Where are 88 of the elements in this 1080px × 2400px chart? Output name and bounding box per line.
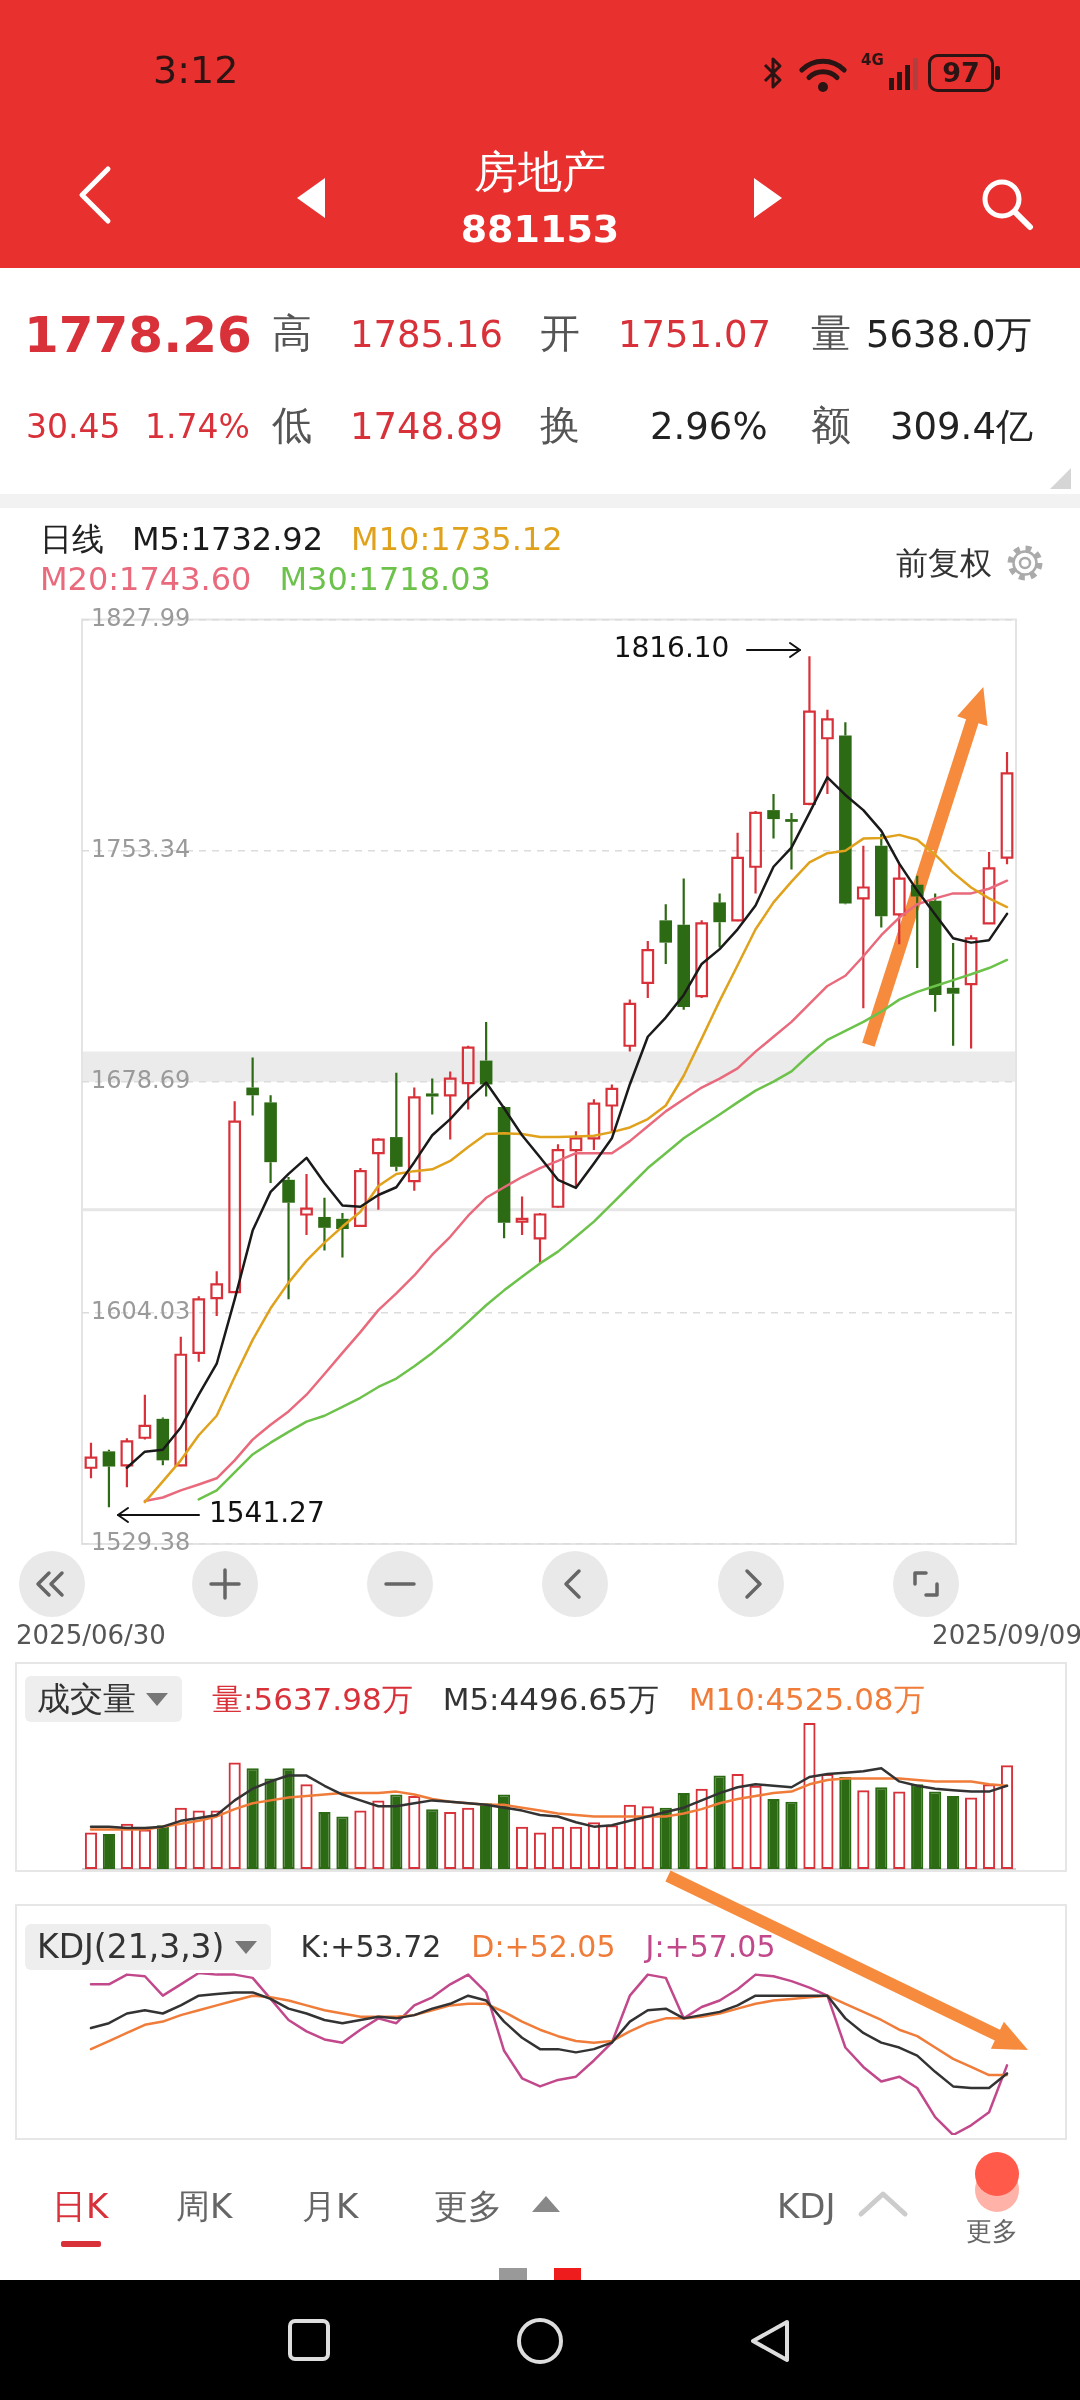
series-label: D:+52.05 bbox=[471, 1928, 616, 1966]
x-tick-label: 2025/09/09 bbox=[932, 1620, 1080, 1651]
candlestick bbox=[641, 939, 655, 1000]
y-tick-label: 1827.99 bbox=[91, 603, 191, 632]
candlestick bbox=[246, 1056, 259, 1117]
text: 1748.89 bbox=[350, 405, 504, 449]
text: 5638.0万 bbox=[866, 313, 1033, 357]
candlestick bbox=[282, 1175, 295, 1301]
candlestick bbox=[767, 792, 780, 840]
candlestick bbox=[515, 1195, 529, 1237]
text: 1778.26 bbox=[24, 305, 252, 365]
text: 额 bbox=[811, 401, 851, 449]
candlestick bbox=[964, 934, 978, 1050]
legend-title: 日线 bbox=[40, 520, 104, 558]
y-tick-label: 1529.38 bbox=[91, 1528, 191, 1557]
candlestick bbox=[875, 832, 888, 929]
candlestick bbox=[821, 708, 834, 796]
candlestick bbox=[659, 903, 673, 966]
candlestick bbox=[425, 1077, 439, 1116]
text: 日K bbox=[52, 2186, 109, 2227]
text: M30:1718.03 bbox=[279, 560, 491, 598]
dropdown: KDJ(21,3,3) bbox=[25, 1924, 271, 1970]
dropdown: 成交量 bbox=[25, 1676, 182, 1722]
y-tick-label: 1678.69 bbox=[91, 1065, 191, 1094]
text: 更多 bbox=[434, 2186, 502, 2227]
text: 低 bbox=[272, 401, 312, 449]
candlestick bbox=[264, 1094, 277, 1184]
text: 高 bbox=[272, 309, 312, 357]
candlestick bbox=[461, 1044, 475, 1111]
candlestick bbox=[210, 1270, 224, 1318]
candlestick bbox=[785, 811, 798, 871]
chart-title: KDJ(21,3,3) bbox=[37, 1927, 225, 1967]
text: 1785.16 bbox=[350, 313, 504, 357]
text: M10:1735.12 bbox=[351, 520, 563, 558]
text: M5:4496.65万 bbox=[442, 1680, 659, 1719]
candlestick bbox=[892, 862, 906, 946]
candlestick bbox=[677, 877, 690, 1011]
y-tick-label: 1604.03 bbox=[91, 1297, 191, 1326]
text: 前复权 bbox=[896, 544, 992, 582]
candlestick bbox=[713, 892, 726, 949]
text: 量 bbox=[811, 309, 851, 357]
text: M10:4525.08万 bbox=[688, 1680, 925, 1719]
text: 2.96% bbox=[650, 405, 768, 449]
candlestick bbox=[605, 1083, 619, 1134]
text: 3:12 bbox=[153, 47, 239, 93]
annotation: 1541.27 bbox=[208, 1496, 325, 1530]
candlestick bbox=[174, 1335, 188, 1467]
candlestick bbox=[856, 844, 870, 1010]
candlestick bbox=[138, 1393, 152, 1441]
x-tick-label: 2025/06/30 bbox=[16, 1620, 166, 1651]
candlestick bbox=[318, 1196, 331, 1252]
text: 309.4亿 bbox=[890, 405, 1033, 449]
text: M20:1743.60 bbox=[40, 560, 252, 598]
text: 换 bbox=[540, 401, 580, 449]
text: M5:1732.92 bbox=[132, 520, 324, 558]
candlestick bbox=[228, 1100, 242, 1294]
text: 4G bbox=[861, 51, 884, 69]
candlestick bbox=[749, 809, 762, 895]
candlestick bbox=[946, 941, 960, 1047]
candlestick bbox=[443, 1070, 457, 1141]
text: 1.74% bbox=[145, 407, 250, 447]
candlestick bbox=[803, 655, 816, 806]
text: 开 bbox=[540, 309, 580, 357]
candlestick bbox=[120, 1437, 134, 1489]
text: KDJ bbox=[777, 2186, 836, 2227]
annotation: 1816.10 bbox=[613, 631, 730, 665]
text: 月K bbox=[302, 2186, 359, 2227]
candlestick bbox=[731, 831, 744, 922]
candlestick bbox=[390, 1071, 403, 1173]
text: 1751.07 bbox=[618, 313, 772, 357]
series-label: K:+53.72 bbox=[300, 1928, 442, 1966]
y-tick-label: 1753.34 bbox=[91, 834, 191, 863]
chart-title: 成交量 bbox=[37, 1679, 136, 1719]
candlestick bbox=[569, 1130, 583, 1188]
series-label: 量:5637.98万 bbox=[212, 1680, 413, 1719]
text: 周K bbox=[176, 2186, 233, 2227]
series-label: J:+57.05 bbox=[645, 1928, 776, 1966]
text: 30.45 bbox=[26, 407, 121, 447]
candlestick bbox=[300, 1172, 313, 1237]
candlestick bbox=[1000, 750, 1014, 866]
text: 881153 bbox=[459, 206, 621, 252]
candlestick bbox=[102, 1448, 116, 1509]
text: 更多 bbox=[966, 2216, 1018, 2247]
candlestick bbox=[84, 1441, 98, 1480]
candlestick bbox=[533, 1211, 547, 1265]
candlestick bbox=[371, 1138, 385, 1211]
text: 房地产 bbox=[473, 146, 607, 198]
candlestick bbox=[407, 1086, 421, 1192]
